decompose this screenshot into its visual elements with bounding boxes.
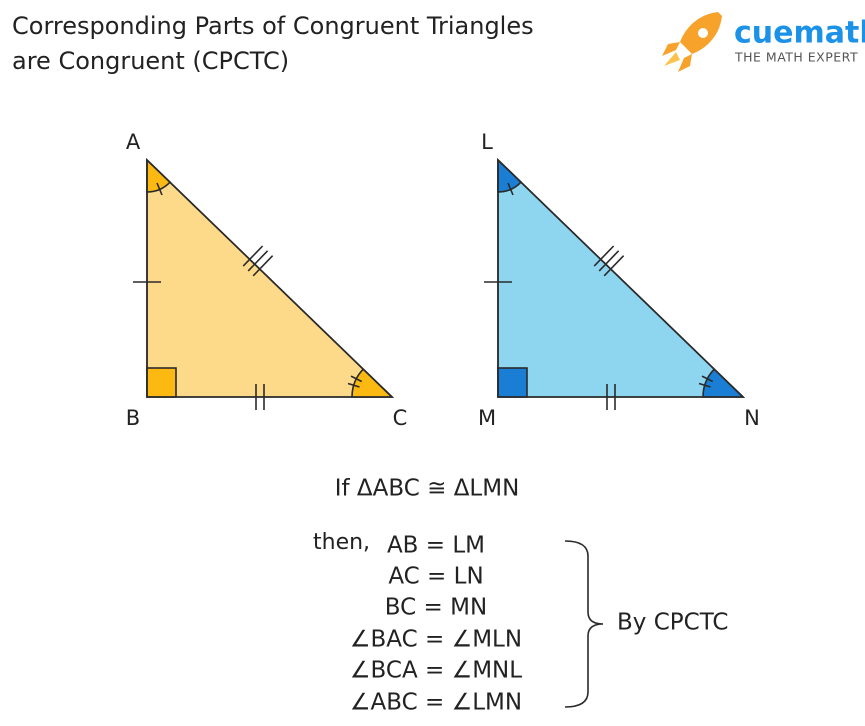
vertex-label: C — [393, 406, 408, 430]
vertex-label: B — [126, 406, 140, 430]
equality: BC = MN — [385, 595, 487, 621]
vertex-label: A — [126, 130, 141, 154]
then-label: then, — [313, 530, 370, 555]
equality: ∠BAC = ∠MLN — [350, 627, 522, 653]
equality: ∠BCA = ∠MNL — [350, 658, 522, 684]
brace — [564, 540, 604, 708]
vertex-label: M — [478, 406, 496, 430]
logo: cuemath THE MATH EXPERT — [662, 12, 865, 72]
title-line: are Congruent (CPCTC) — [12, 47, 289, 75]
title-line: Corresponding Parts of Congruent Triangl… — [12, 12, 534, 40]
statement: If ΔABC ≅ ΔLMN — [335, 476, 520, 502]
equality: AC = LN — [388, 564, 483, 590]
triangle-lmn: L M N — [478, 130, 760, 430]
conclusion: By CPCTC — [617, 610, 728, 636]
equality: ∠ABC = ∠LMN — [350, 690, 522, 716]
rocket-icon — [662, 12, 722, 72]
logo-brand: cuemath — [734, 16, 865, 51]
triangle-abc: A B C — [126, 130, 408, 430]
equality: AB = LM — [387, 533, 485, 559]
vertex-label: N — [744, 406, 760, 430]
equalities: AB = LM AC = LN BC = MN ∠BAC = ∠MLN ∠BCA = ∠… — [350, 533, 522, 716]
logo-tagline: THE MATH EXPERT — [734, 50, 858, 65]
vertex-label: L — [481, 130, 493, 154]
